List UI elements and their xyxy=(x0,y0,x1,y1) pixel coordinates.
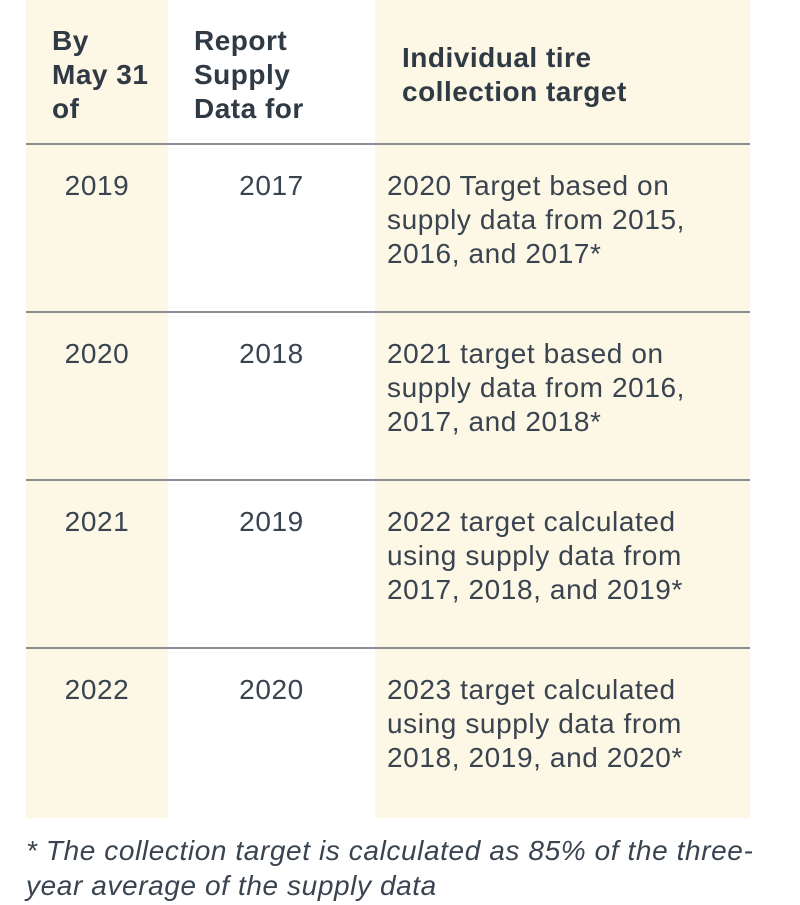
row-divider xyxy=(26,479,750,481)
table-row: 2022 2020 2023 target calculated using s… xyxy=(26,649,750,815)
year-cell: 2020 xyxy=(64,338,130,369)
header-by-may-31-of: By May 31 of xyxy=(52,25,149,124)
column-band-year xyxy=(26,0,168,818)
schedule-table: By May 31 of Report Supply Data for Indi… xyxy=(26,0,750,818)
year-cell: 2022 xyxy=(64,674,130,705)
table-row: 2019 2017 2020 Target based on supply da… xyxy=(26,145,750,311)
target-cell: 2022 target calculated using supply data… xyxy=(387,506,683,605)
footnote: * The collection target is calculated as… xyxy=(26,835,754,901)
target-cell: 2021 target based on supply data from 20… xyxy=(387,338,686,437)
target-cell: 2020 Target based on supply data from 20… xyxy=(387,170,686,269)
row-divider xyxy=(26,647,750,649)
header-collection-target: Individual tire collection target xyxy=(402,42,627,107)
column-band-target xyxy=(375,0,750,818)
year-cell: 2019 xyxy=(64,170,130,201)
supply-year-cell: 2019 xyxy=(239,506,304,537)
year-cell: 2021 xyxy=(64,506,130,537)
header-report-supply-data-for: Report Supply Data for xyxy=(194,25,304,124)
supply-year-cell: 2018 xyxy=(239,338,304,369)
row-divider xyxy=(26,143,750,145)
row-divider xyxy=(26,311,750,313)
table-row: 2020 2018 2021 target based on supply da… xyxy=(26,313,750,479)
supply-year-cell: 2017 xyxy=(239,170,304,201)
target-cell: 2023 target calculated using supply data… xyxy=(387,674,683,773)
supply-year-cell: 2020 xyxy=(239,674,304,705)
table-row: 2021 2019 2022 target calculated using s… xyxy=(26,481,750,647)
